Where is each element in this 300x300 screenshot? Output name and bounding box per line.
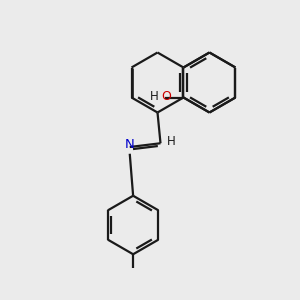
Text: N: N bbox=[124, 137, 134, 151]
Text: O: O bbox=[162, 90, 172, 103]
Text: H: H bbox=[167, 135, 176, 148]
Text: H: H bbox=[150, 90, 159, 103]
